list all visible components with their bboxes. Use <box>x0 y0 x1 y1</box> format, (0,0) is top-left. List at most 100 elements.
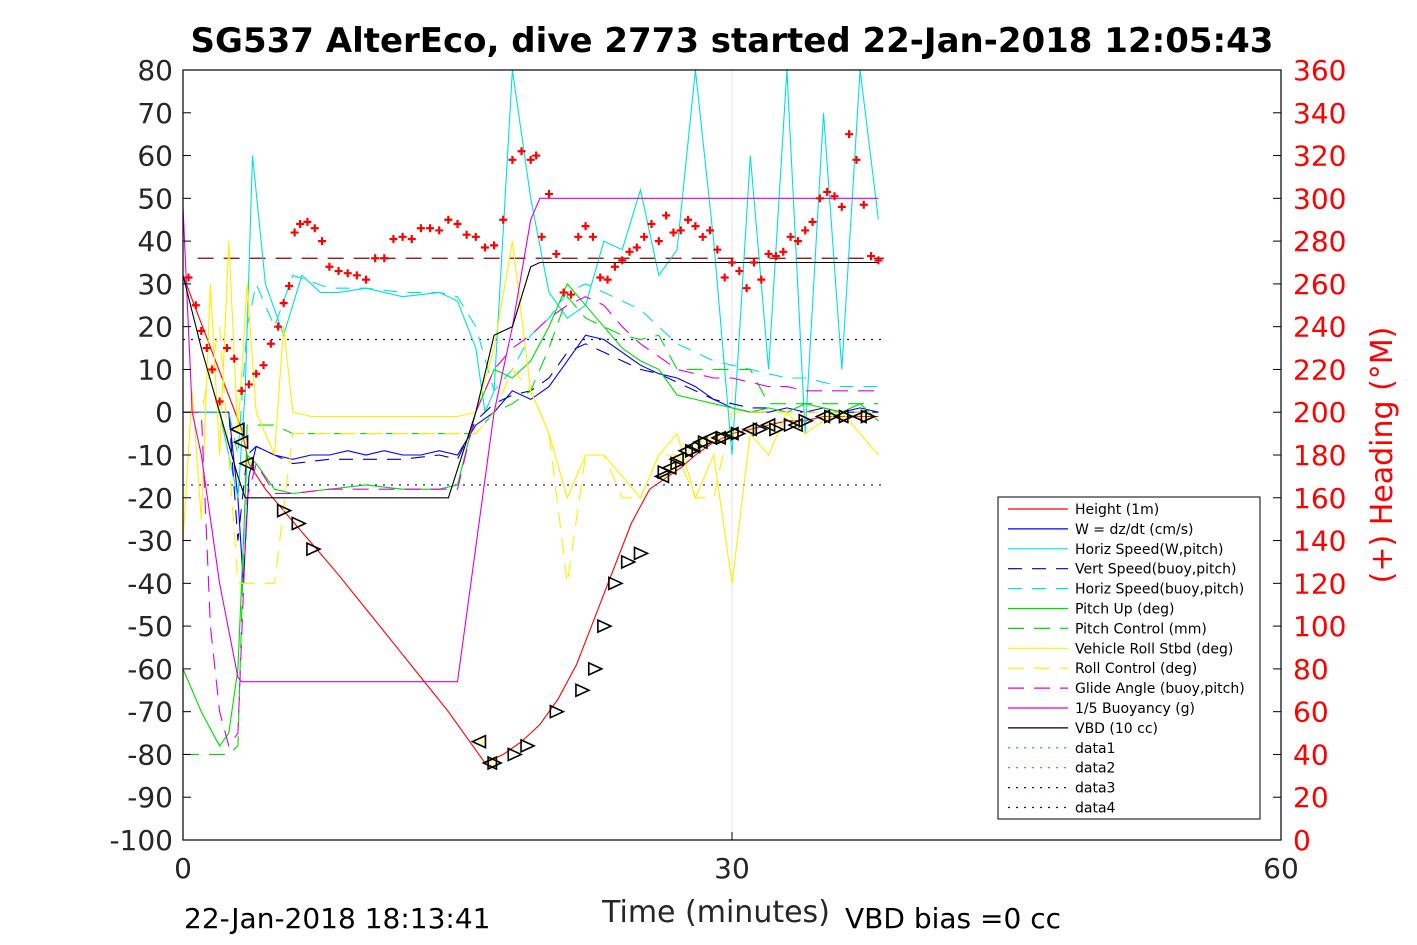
y2-tick-label: 300 <box>1293 182 1346 215</box>
heading-point <box>830 192 839 201</box>
y-tick-label: -80 <box>127 738 173 771</box>
x-tick-label: 30 <box>714 852 750 885</box>
heading-point <box>596 273 605 282</box>
heading-point <box>290 228 299 237</box>
heading-point <box>588 232 597 241</box>
heading-point <box>285 282 294 291</box>
heading-point <box>845 130 854 139</box>
heading-point <box>691 222 700 231</box>
axis-ticks: 80706050403020100-10-20-30-40-50-60-70-8… <box>109 54 1346 885</box>
series-line-6 <box>183 295 879 755</box>
heading-point <box>310 224 319 233</box>
legend-label: data2 <box>1075 761 1115 777</box>
height-marker-right <box>798 413 815 429</box>
heading-point <box>823 187 832 196</box>
x-tick-label: 0 <box>174 852 192 885</box>
heading-point <box>713 245 722 254</box>
footer-vbd-bias: VBD bias =0 cc <box>845 902 1061 935</box>
legend-label: Horiz Speed(W,pitch) <box>1075 542 1223 558</box>
y-tick-label: -100 <box>109 824 173 857</box>
height-marker-left <box>232 434 249 450</box>
heading-point <box>808 217 817 226</box>
series-line-9 <box>183 296 879 748</box>
height-marker-left <box>228 422 245 437</box>
heading-point <box>786 232 795 241</box>
heading-point <box>581 222 590 231</box>
heading-point <box>771 252 780 261</box>
heading-point <box>444 215 453 224</box>
heading-point <box>749 258 758 267</box>
footer-timestamp: 22-Jan-2018 18:13:41 <box>184 902 490 935</box>
heading-point <box>499 215 508 224</box>
height-marker-right <box>824 409 840 424</box>
y-tick-label: -90 <box>127 781 173 814</box>
heading-point <box>237 386 246 395</box>
legend-label: VBD (10 cc) <box>1075 721 1158 737</box>
heading-point <box>837 202 846 211</box>
heading-point <box>625 247 634 256</box>
heading-point <box>208 365 217 374</box>
heading-point <box>389 234 398 243</box>
y-tick-label: 80 <box>137 54 173 87</box>
series-lines <box>182 69 879 764</box>
y2-tick-label: 180 <box>1293 439 1346 472</box>
heading-point <box>640 232 649 241</box>
y2-tick-label: 200 <box>1293 396 1346 429</box>
y-tick-label: 10 <box>137 353 173 386</box>
heading-point <box>184 273 193 282</box>
series-line-7 <box>182 241 879 584</box>
y2-tick-label: 320 <box>1293 140 1346 173</box>
legend: Height (1m) W = dz/dt (cm/s) Horiz Speed(W… <box>997 496 1261 820</box>
height-marker-left <box>851 409 867 424</box>
y-tick-label: 60 <box>137 140 173 173</box>
y2-tick-label: 120 <box>1293 567 1346 600</box>
height-marker-right <box>575 683 591 698</box>
heading-point <box>380 254 389 263</box>
heading-point <box>815 194 824 203</box>
heading-point <box>698 232 707 241</box>
heading-point <box>416 224 425 233</box>
y2-tick-label: 260 <box>1293 268 1346 301</box>
legend-label: W = dz/dt (cm/s) <box>1075 522 1194 538</box>
y-tick-label: -50 <box>127 610 173 643</box>
heading-point <box>244 380 253 389</box>
heading-point <box>191 301 200 310</box>
y2-tick-label: 160 <box>1293 482 1346 515</box>
heading-point <box>618 256 627 265</box>
heading-point <box>318 237 327 246</box>
heading-point <box>259 361 268 370</box>
heading-point <box>407 234 416 243</box>
legend-label: Pitch Control (mm) <box>1075 621 1207 637</box>
y-tick-label: -10 <box>127 439 173 472</box>
heading-point <box>508 155 517 164</box>
heading-point <box>352 271 361 280</box>
heading-point <box>215 397 224 406</box>
height-marker-right <box>587 661 604 677</box>
height-marker-right <box>730 426 747 441</box>
heading-point <box>852 155 861 164</box>
heading-point <box>371 254 380 263</box>
heading-point <box>435 226 444 235</box>
heading-point <box>603 275 612 284</box>
height-marker-right <box>633 546 650 561</box>
heading-point <box>343 269 352 278</box>
height-marker-right <box>860 409 877 424</box>
reference-lines <box>183 257 884 486</box>
heading-point <box>462 230 471 239</box>
heading-point <box>662 211 671 220</box>
series-line-5 <box>182 282 879 747</box>
y-tick-label: 70 <box>137 97 173 130</box>
legend-label: data4 <box>1075 801 1116 817</box>
y2-axis-label: (+) Heading (°M) <box>1365 327 1400 584</box>
heading-point <box>764 249 773 258</box>
y-tick-label: 40 <box>137 225 173 258</box>
height-marker-right <box>697 434 714 450</box>
height-markers <box>228 409 877 771</box>
series-line-8 <box>183 326 879 584</box>
height-marker-right <box>670 456 687 471</box>
heading-point <box>801 226 810 235</box>
height-marker-right <box>716 430 732 446</box>
height-marker-right <box>487 755 504 771</box>
series-line-2 <box>183 69 879 498</box>
